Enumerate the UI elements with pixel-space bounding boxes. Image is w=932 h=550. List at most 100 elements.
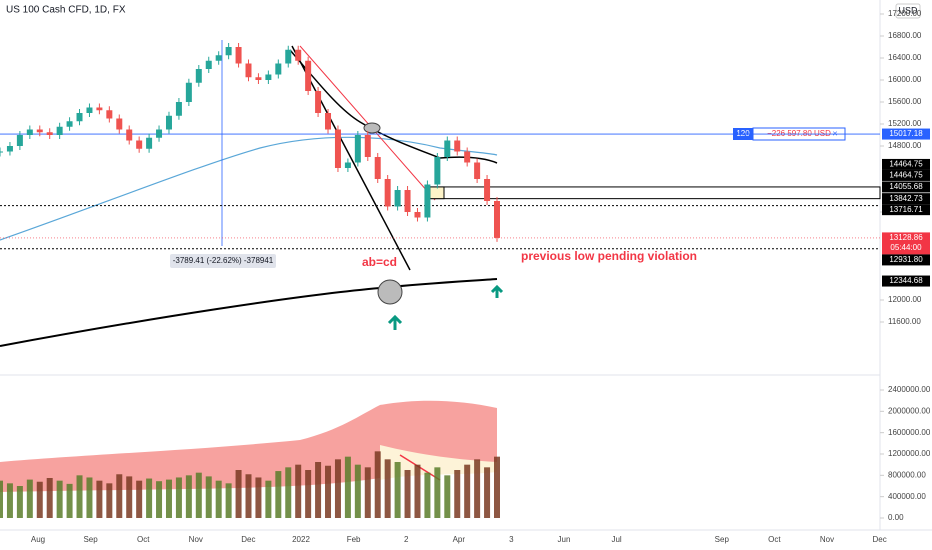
volume-bar [394,462,401,518]
volume-bar [36,481,43,518]
price-tag-label: 13842.73 [889,194,923,203]
price-tag [882,158,930,170]
candle [384,179,391,207]
price-tick-label: 15200.00 [888,119,922,128]
volume-bar [404,470,411,518]
candle [215,55,222,61]
volume-bar [374,451,381,518]
volume-bar [245,474,252,518]
volume-bar [285,467,292,518]
candle [46,132,53,135]
volume-bar [454,470,461,518]
candle [315,91,322,113]
volume-tick-label: 1600000.00 [888,428,931,437]
measure-box [170,254,276,268]
candle [394,190,401,207]
price-tag [882,254,930,266]
candle [96,107,103,111]
arrow-up [387,314,403,330]
volume-bar [205,476,212,518]
candle [146,137,153,149]
volume-bar [474,459,481,518]
volume-tick-label: 1200000.00 [888,449,931,458]
candle [305,60,312,91]
candle [424,184,431,218]
price-tag-label: 12931.80 [889,255,923,264]
note-label: previous low pending violation [521,249,697,263]
candle [235,47,242,64]
candle [86,107,93,113]
volume-bar [86,477,93,518]
time-label: Jul [611,535,621,544]
price-tick-label: 11600.00 [888,317,921,326]
volume-bar [494,456,500,518]
time-label: Apr [453,535,466,544]
candle [136,140,143,149]
price-tag-label: 14464.75 [889,160,923,169]
volume-bar [235,470,242,518]
trend-line [291,45,411,271]
candle [66,121,73,127]
candle [56,126,63,135]
currency: USD [898,5,918,15]
time-label: Jun [558,535,571,544]
price-tag-sub: 05:44:00 [890,243,922,252]
price-tag [882,128,930,140]
volume-bar [116,474,123,518]
time-label: Aug [31,535,45,544]
volume-bar [106,483,113,518]
candle [16,135,23,146]
candle [255,77,262,80]
price-tag [882,232,930,255]
candle [76,113,83,122]
volume-bar [66,483,73,518]
price-tag-label: 14055.68 [889,182,923,191]
candle [404,190,411,212]
volume-bar [434,467,441,518]
volume-tick-label: 400000.00 [888,492,926,501]
volume-bar [0,480,3,518]
volume-bar [76,475,83,518]
candle [434,157,441,185]
volume-tick-label: 800000.00 [888,470,926,479]
position-pnl: −226 597.80 USD [767,129,831,138]
candle [474,162,481,179]
candle [484,179,491,201]
time-label: Sep [83,535,98,544]
candle [344,162,351,168]
candle [374,157,381,179]
price-tag [882,169,930,181]
candle [165,115,172,130]
measure-text: -3789.41 (-22.62%) -378941 [173,256,274,265]
candle [225,47,232,56]
trend-line [299,45,436,201]
candle [116,118,123,130]
volume-bar [156,481,163,518]
arrow-up [490,284,504,298]
volume-bar [175,477,182,518]
price-tick-label: 16000.00 [888,75,922,84]
time-label: 2022 [292,535,310,544]
currency-badge[interactable] [895,3,921,19]
candle [126,129,133,141]
volume-bar [136,480,143,518]
price-tag-label: 12344.68 [889,276,923,285]
volume-bar [195,472,202,518]
volume-bar [305,470,312,518]
time-label: Nov [820,535,834,544]
volume-bar [6,483,13,518]
volume-bar [215,480,222,518]
volume-bar [265,480,272,518]
position-close[interactable]: × [832,128,837,138]
price-tag [882,193,930,205]
price-tick-label: 12000.00 [888,295,922,304]
volume-bar [414,464,421,518]
pivot-circle [377,279,403,305]
volume-bar [16,486,23,518]
time-label: 3 [509,535,514,544]
volume-bar [56,480,63,518]
volume-bar [255,477,262,518]
candle [106,110,113,119]
volume-bar [424,472,431,518]
time-label: Dec [872,535,886,544]
